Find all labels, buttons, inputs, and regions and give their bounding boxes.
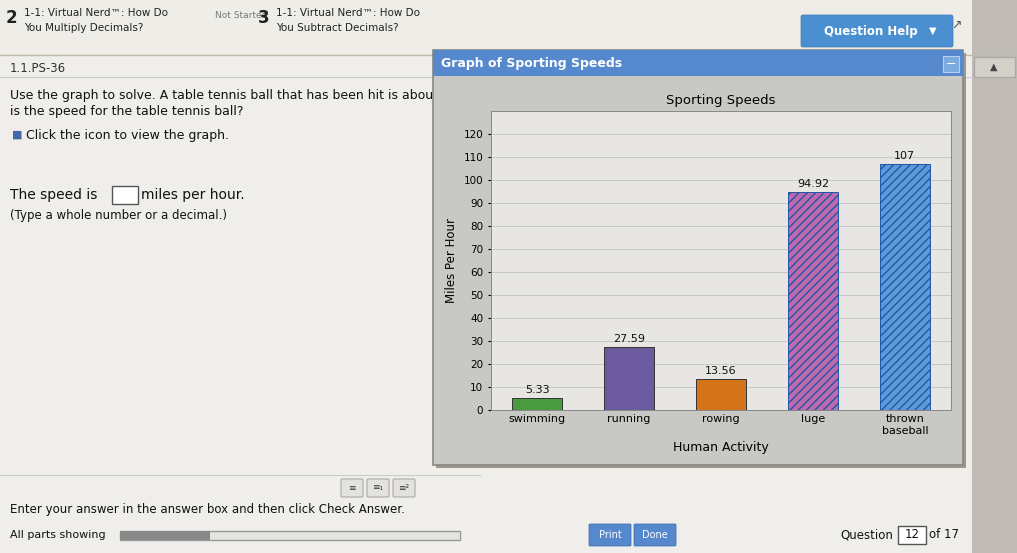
- FancyBboxPatch shape: [393, 479, 415, 497]
- Bar: [433, 50, 963, 76]
- Bar: [436, 53, 966, 468]
- Text: 3: 3: [258, 9, 270, 27]
- Text: ≡: ≡: [348, 483, 356, 493]
- Bar: [898, 526, 926, 544]
- Text: Use the graph to solve. A table tennis ball that has been hit is about 13.47 tim: Use the graph to solve. A table tennis b…: [10, 88, 801, 102]
- Text: Enter your answer in the answer box and then click Check Answer.: Enter your answer in the answer box and …: [10, 503, 405, 517]
- Bar: [943, 56, 959, 72]
- Text: of 17: of 17: [929, 529, 959, 541]
- Text: ▼: ▼: [930, 26, 937, 36]
- Text: Not Started: Not Started: [215, 12, 267, 20]
- Text: Print: Print: [599, 530, 621, 540]
- Text: 27.59: 27.59: [613, 334, 645, 344]
- Bar: [120, 531, 210, 540]
- Text: Done: Done: [642, 530, 668, 540]
- Text: 12: 12: [904, 529, 919, 541]
- FancyBboxPatch shape: [341, 479, 363, 497]
- Text: You Multiply Decimals?: You Multiply Decimals?: [24, 23, 143, 33]
- Text: 1-1: Virtual Nerd™: How Do: 1-1: Virtual Nerd™: How Do: [24, 8, 168, 18]
- Bar: [696, 379, 746, 410]
- Bar: [787, 192, 838, 410]
- Text: Question: Question: [840, 529, 893, 541]
- Text: 107: 107: [894, 151, 915, 161]
- Text: 5.33: 5.33: [525, 385, 549, 395]
- Text: 1.1.PS-36: 1.1.PS-36: [10, 62, 66, 76]
- Y-axis label: Miles Per Hour: Miles Per Hour: [445, 218, 458, 303]
- X-axis label: Human Activity: Human Activity: [673, 441, 769, 455]
- FancyBboxPatch shape: [801, 15, 953, 47]
- Bar: [972, 0, 1017, 553]
- Bar: [974, 57, 1015, 77]
- Text: Click the icon to view the graph.: Click the icon to view the graph.: [26, 128, 229, 142]
- Bar: [433, 50, 963, 465]
- Text: −: −: [946, 58, 956, 70]
- Text: ↗: ↗: [951, 18, 961, 32]
- Title: Sporting Speeds: Sporting Speeds: [666, 94, 776, 107]
- Text: (Type a whole number or a decimal.): (Type a whole number or a decimal.): [10, 208, 227, 222]
- Text: You Subtract Decimals?: You Subtract Decimals?: [276, 23, 399, 33]
- Text: miles per hour.: miles per hour.: [141, 188, 245, 202]
- Text: The speed is: The speed is: [10, 188, 98, 202]
- Text: ≡₁: ≡₁: [372, 483, 383, 493]
- Bar: [512, 398, 562, 410]
- Bar: [604, 347, 654, 410]
- Text: ≡²: ≡²: [399, 483, 410, 493]
- Text: Graph of Sporting Speeds: Graph of Sporting Speeds: [441, 56, 622, 70]
- Bar: [0, 0, 1017, 55]
- Text: 13.56: 13.56: [705, 366, 736, 376]
- Bar: [880, 164, 931, 410]
- Bar: [112, 186, 138, 204]
- Text: 2: 2: [6, 9, 17, 27]
- FancyBboxPatch shape: [367, 479, 388, 497]
- Bar: [120, 531, 460, 540]
- Text: Question Help: Question Help: [824, 24, 917, 38]
- FancyBboxPatch shape: [634, 524, 676, 546]
- FancyBboxPatch shape: [589, 524, 631, 546]
- Text: 1-1: Virtual Nerd™: How Do: 1-1: Virtual Nerd™: How Do: [276, 8, 420, 18]
- Text: ▲: ▲: [991, 62, 998, 72]
- Text: ■: ■: [12, 130, 22, 140]
- Text: 94.92: 94.92: [797, 179, 829, 189]
- Text: is the speed for the table tennis ball?: is the speed for the table tennis ball?: [10, 105, 243, 117]
- Text: All parts showing: All parts showing: [10, 530, 106, 540]
